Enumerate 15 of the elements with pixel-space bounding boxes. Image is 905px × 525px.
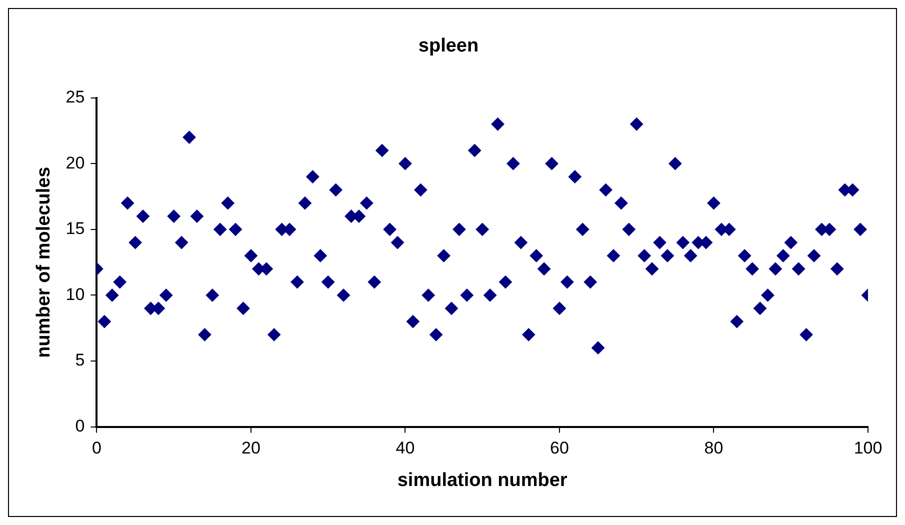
y-tick-label: 5	[75, 350, 85, 370]
y-tick-label: 20	[66, 153, 85, 172]
x-tick-label: 60	[550, 438, 569, 458]
y-tick-label: 25	[66, 87, 85, 106]
x-tick-label: 20	[242, 438, 260, 458]
y-tick-label: 10	[66, 284, 85, 304]
y-tick-label: 0	[75, 416, 85, 436]
x-tick-label: 40	[396, 438, 415, 458]
y-axis-title: number of molecules	[34, 166, 55, 358]
x-tick-label: 80	[704, 438, 724, 458]
x-tick-label: 100	[854, 438, 882, 458]
chart-title: spleen	[418, 36, 479, 57]
x-tick-label: 0	[92, 438, 102, 458]
x-axis-title: simulation number	[397, 470, 568, 491]
y-tick-label: 15	[66, 219, 85, 238]
